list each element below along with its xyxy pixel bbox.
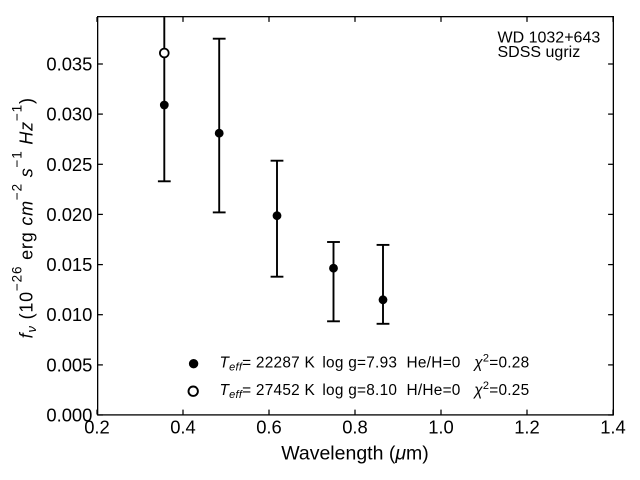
svg-text:1.4: 1.4	[600, 416, 626, 437]
svg-text:0.010: 0.010	[46, 304, 92, 325]
svg-text:0.025: 0.025	[46, 154, 92, 175]
svg-text:fν (10−26 erg cm−2 s−1 Hz−1): fν (10−26 erg cm−2 s−1 Hz−1)	[10, 97, 40, 338]
svg-text:0.035: 0.035	[46, 54, 92, 75]
svg-text:WD 1032+643: WD 1032+643	[498, 29, 601, 46]
svg-text:0.6: 0.6	[256, 416, 282, 437]
svg-text:0.8: 0.8	[342, 416, 368, 437]
svg-text:1.0: 1.0	[428, 416, 454, 437]
svg-text:0.015: 0.015	[46, 254, 92, 275]
svg-text:0.020: 0.020	[46, 204, 92, 225]
svg-text:0.2: 0.2	[84, 416, 110, 437]
svg-text:1.2: 1.2	[514, 416, 540, 437]
svg-text:0.005: 0.005	[46, 354, 92, 375]
svg-text:0.4: 0.4	[170, 416, 196, 437]
svg-text:Wavelength (μm): Wavelength (μm)	[281, 443, 429, 465]
svg-text:0.030: 0.030	[46, 104, 92, 125]
svg-text:SDSS ugriz: SDSS ugriz	[498, 44, 581, 61]
svg-text:0.000: 0.000	[46, 405, 92, 426]
